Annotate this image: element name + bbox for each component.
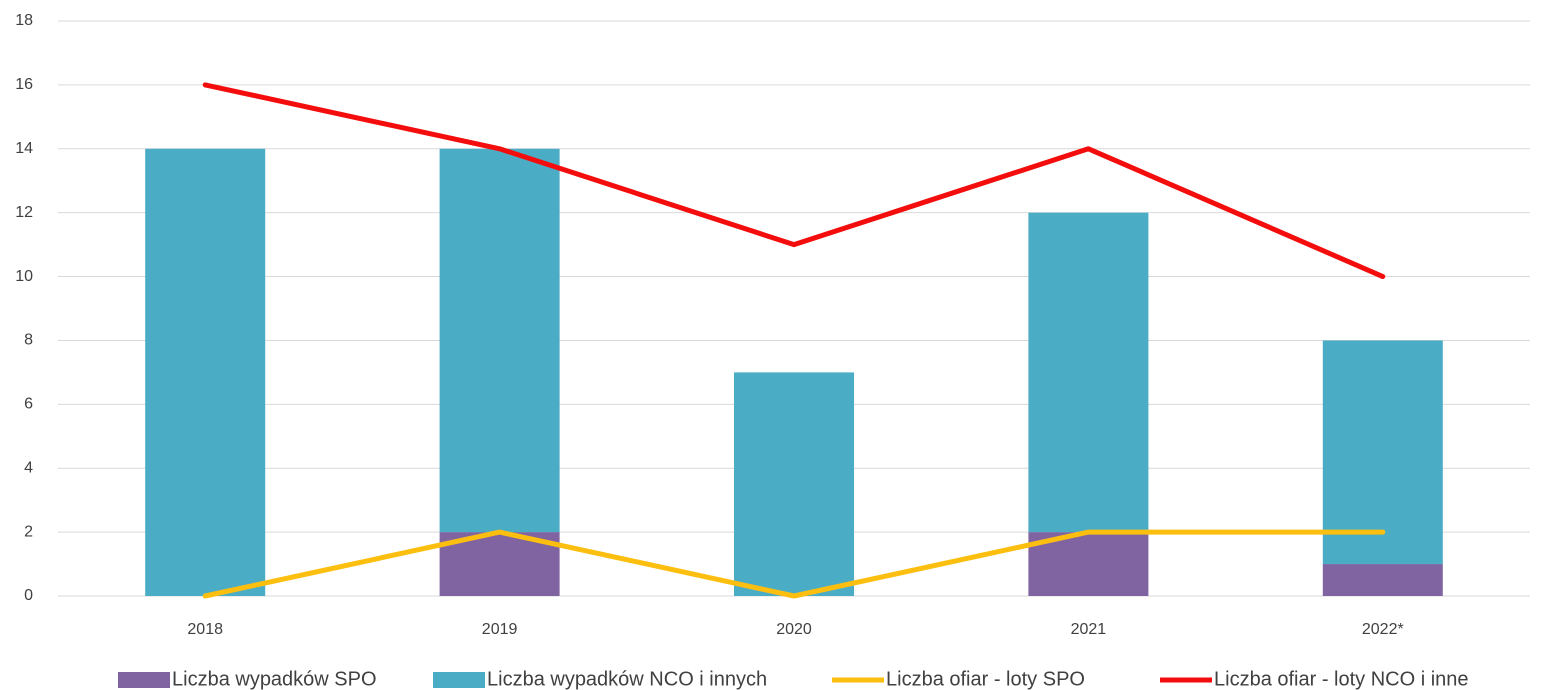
y-tick-label: 2: [24, 523, 33, 540]
bar: [734, 372, 854, 596]
y-tick-label: 18: [15, 12, 33, 29]
legend-label: Liczba ofiar - loty SPO: [886, 668, 1085, 690]
y-tick-label: 8: [24, 332, 33, 349]
x-tick-label: 2020: [776, 621, 812, 638]
y-tick-label: 14: [15, 140, 33, 157]
bar: [439, 148, 560, 533]
x-tick-label: 2019: [482, 621, 518, 638]
bar: [1322, 340, 1443, 565]
bar: [1322, 564, 1443, 596]
y-tick-label: 4: [24, 459, 33, 476]
y-tick-label: 12: [15, 204, 33, 221]
line-series: [202, 82, 1386, 280]
x-tick-label: 2022*: [1362, 621, 1404, 638]
x-tick-label: 2021: [1071, 621, 1107, 638]
legend-swatch: [433, 672, 485, 688]
y-tick-label: 16: [15, 76, 33, 93]
legend-label: Liczba wypadków NCO i innych: [487, 668, 767, 690]
y-tick-label: 0: [24, 587, 33, 604]
x-tick-label: 2018: [187, 621, 223, 638]
bar: [1028, 212, 1149, 533]
legend-label: Liczba ofiar - loty NCO i inne: [1214, 668, 1469, 690]
legend-swatch: [118, 672, 170, 688]
legend-label: Liczba wypadków SPO: [172, 668, 377, 690]
y-tick-label: 10: [15, 268, 33, 285]
bar: [145, 148, 266, 596]
line-series: [202, 529, 1386, 599]
y-tick-label: 6: [24, 396, 33, 413]
